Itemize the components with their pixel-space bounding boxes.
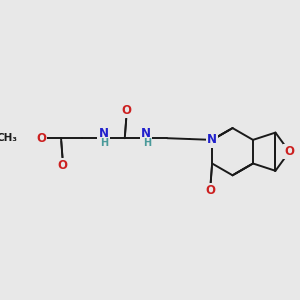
- Text: N: N: [98, 128, 109, 140]
- Text: O: O: [122, 104, 131, 117]
- Text: N: N: [207, 134, 217, 146]
- Text: O: O: [284, 145, 294, 158]
- Text: H: H: [143, 138, 151, 148]
- Text: O: O: [58, 159, 68, 172]
- Text: O: O: [206, 184, 215, 197]
- Text: H: H: [100, 138, 108, 148]
- Text: CH₃: CH₃: [0, 133, 18, 143]
- Text: N: N: [141, 128, 151, 140]
- Text: O: O: [36, 132, 46, 145]
